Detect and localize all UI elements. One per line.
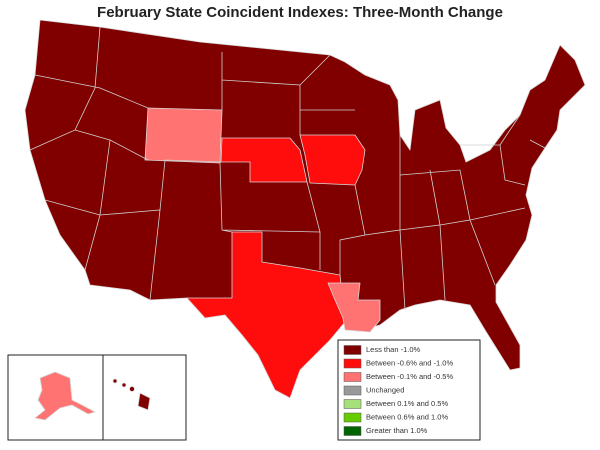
- legend: Less than -1.0% Between -0.6% and -1.0% Be…: [337, 339, 481, 441]
- state-border: [29, 26, 546, 311]
- state-region: [220, 137, 308, 183]
- state-region: [121, 382, 127, 388]
- inset-frame: [7, 354, 187, 441]
- legend-label: Between 0.1% and 0.5%: [366, 399, 448, 408]
- state-region: [112, 378, 118, 384]
- legend-swatch: [343, 385, 362, 396]
- hawaii: [112, 378, 151, 411]
- legend-swatch: [343, 345, 362, 355]
- legend-label: Unchanged: [366, 385, 404, 394]
- state-region: [129, 386, 135, 392]
- continental-us: [24, 19, 586, 399]
- state-region: [144, 107, 223, 164]
- legend-swatch: [343, 399, 362, 409]
- legend-label: Less than -1.0%: [366, 345, 421, 354]
- state-region: [34, 371, 96, 421]
- legend-label: Greater than 1.0%: [366, 426, 428, 435]
- legend-label: Between 0.6% and 1.0%: [366, 412, 448, 421]
- state-region: [327, 282, 381, 333]
- legend-swatch: [343, 358, 362, 369]
- state-region: [186, 231, 346, 399]
- legend-swatch: [343, 426, 362, 436]
- legend-label: Between -0.1% and -0.5%: [366, 372, 453, 381]
- legend-box: [337, 339, 481, 441]
- map-title: February State Coincident Indexes: Three…: [97, 4, 503, 21]
- legend-label: Between -0.6% and -1.0%: [366, 358, 453, 367]
- inset-box: [7, 354, 187, 441]
- legend-swatch: [343, 412, 362, 423]
- state-region: [299, 134, 366, 186]
- state-region: [137, 392, 151, 411]
- legend-swatch: [343, 372, 362, 382]
